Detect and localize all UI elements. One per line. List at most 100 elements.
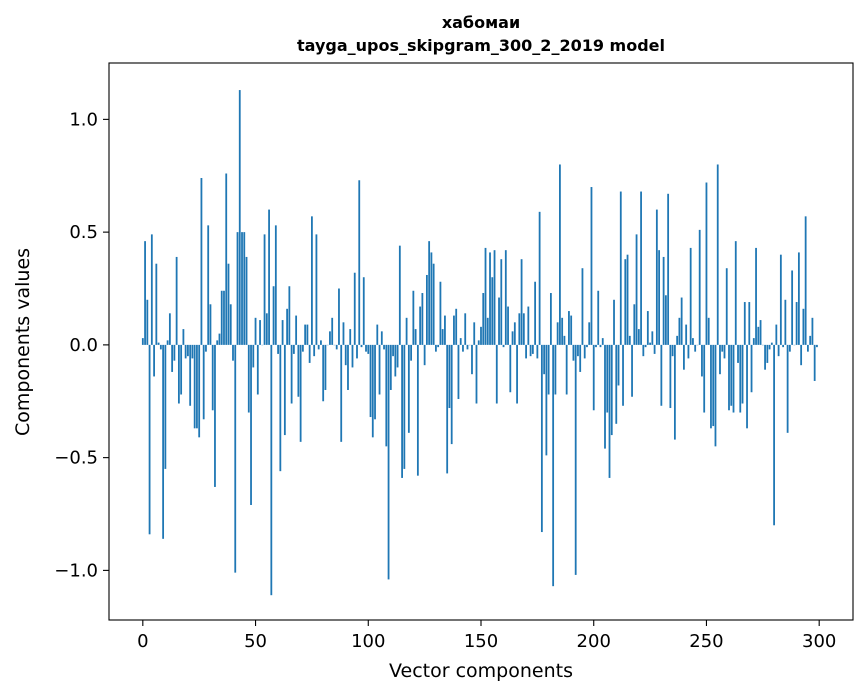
- bar-12: [168, 313, 171, 345]
- bar-187: [563, 335, 566, 345]
- bar-136: [448, 344, 451, 409]
- bar-258: [723, 344, 726, 359]
- bar-214: [624, 259, 627, 345]
- bar-236: [673, 344, 676, 440]
- bar-188: [565, 344, 568, 395]
- bar-68: [295, 315, 298, 345]
- bar-251: [707, 317, 710, 345]
- bar-33: [216, 340, 219, 345]
- bar-205: [604, 344, 606, 449]
- bar-134: [444, 315, 446, 345]
- bar-237: [676, 335, 679, 345]
- bar-161: [504, 250, 507, 345]
- y-tick-label: −1.0: [54, 560, 98, 581]
- bar-20: [187, 344, 189, 357]
- bar-221: [640, 191, 642, 345]
- bar-121: [414, 329, 417, 345]
- bar-255: [716, 164, 719, 345]
- bar-192: [574, 344, 577, 575]
- bar-16: [177, 344, 180, 404]
- bar-290: [795, 302, 798, 345]
- bar-154: [489, 252, 491, 345]
- bar-17: [180, 344, 183, 395]
- bar-37: [225, 173, 228, 345]
- bar-27: [202, 344, 205, 420]
- bar-283: [779, 254, 782, 345]
- bar-104: [376, 324, 379, 345]
- bar-127: [428, 241, 431, 345]
- bar-51: [256, 344, 259, 395]
- bar-78: [317, 344, 320, 350]
- bar-56: [268, 209, 270, 345]
- bar-197: [586, 344, 588, 348]
- bar-156: [493, 250, 496, 345]
- bar-120: [412, 290, 415, 345]
- bar-273: [757, 326, 760, 345]
- bar-6: [155, 263, 158, 345]
- bar-119: [410, 344, 413, 361]
- bar-260: [728, 344, 730, 411]
- bar-222: [642, 344, 645, 357]
- bar-173: [531, 344, 534, 354]
- bar-253: [712, 344, 715, 427]
- bar-200: [592, 344, 595, 411]
- bar-67: [292, 344, 295, 354]
- bar-235: [671, 344, 674, 357]
- bar-143: [464, 313, 467, 345]
- bar-148: [475, 344, 478, 404]
- bar-122: [416, 344, 419, 476]
- bar-0: [141, 338, 144, 345]
- bar-184: [556, 322, 559, 345]
- bar-83: [329, 331, 331, 345]
- bar-155: [491, 277, 494, 345]
- bar-269: [748, 302, 751, 345]
- bar-158: [498, 297, 500, 345]
- bar-87: [338, 288, 340, 345]
- bar-168: [520, 259, 523, 345]
- bar-90: [344, 344, 347, 366]
- bar-79: [320, 340, 322, 345]
- bar-42: [236, 232, 239, 345]
- bar-60: [277, 344, 279, 354]
- bar-74: [308, 344, 311, 363]
- bar-133: [441, 329, 444, 345]
- bar-11: [166, 340, 169, 345]
- bar-101: [369, 344, 372, 418]
- bar-46: [245, 256, 248, 345]
- bar-249: [703, 344, 706, 413]
- bar-181: [549, 293, 552, 345]
- bar-8: [159, 344, 162, 350]
- bar-63: [283, 344, 286, 436]
- bar-114: [398, 245, 401, 345]
- bar-49: [252, 344, 255, 368]
- bar-28: [205, 344, 207, 352]
- bar-288: [791, 270, 794, 345]
- bar-298: [813, 344, 816, 381]
- bar-199: [590, 187, 593, 345]
- x-axis-ticks: 0 50 100 150 200 250 300: [137, 620, 836, 652]
- bar-2: [146, 299, 149, 345]
- bar-299: [816, 344, 818, 348]
- bar-211: [617, 344, 620, 386]
- bar-105: [378, 344, 381, 395]
- bar-293: [802, 308, 805, 345]
- bar-282: [777, 344, 780, 357]
- bar-55: [265, 313, 268, 345]
- bar-13: [171, 344, 174, 372]
- bar-132: [439, 281, 442, 345]
- bar-31: [211, 344, 214, 411]
- bar-117: [405, 317, 408, 345]
- bar-5: [153, 344, 155, 377]
- y-axis-label: Components values: [12, 248, 34, 436]
- bar-210: [615, 344, 618, 424]
- bar-15: [175, 256, 178, 345]
- bar-218: [633, 304, 636, 345]
- bar-201: [595, 344, 597, 348]
- bar-115: [401, 344, 403, 478]
- bar-109: [387, 344, 390, 580]
- bar-164: [511, 331, 514, 345]
- bar-226: [651, 331, 654, 345]
- bar-99: [365, 344, 367, 352]
- bar-194: [579, 344, 582, 372]
